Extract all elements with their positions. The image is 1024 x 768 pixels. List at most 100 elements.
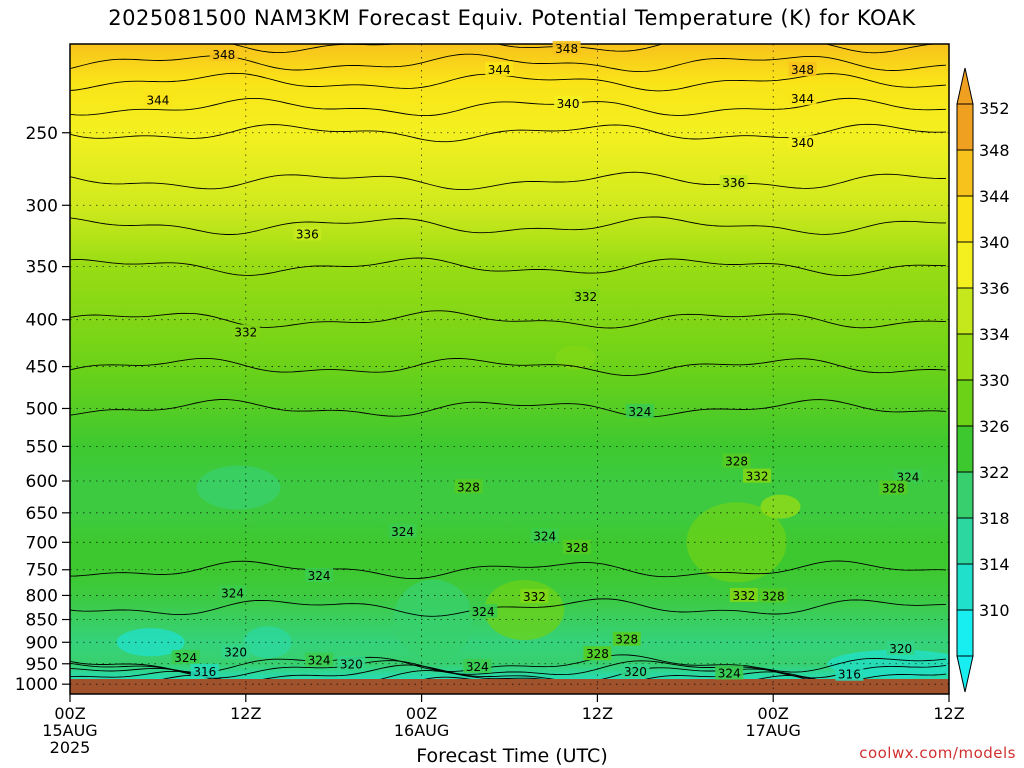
contour-label-text: 324 [472,605,495,619]
colorbar-label: 344 [979,187,1010,206]
anomaly-patch [760,494,801,519]
contour-label-text: 328 [565,541,588,555]
y-tick-label: 1000 [15,675,58,695]
contour-label-bg [835,666,864,681]
anomaly-patch [555,345,596,370]
contour-label: 336 [719,175,748,190]
x-tick-label: 00Z [406,704,437,723]
y-tick-label: 850 [26,611,58,631]
contour-label-bg [221,644,250,659]
contour-label-bg [583,646,612,661]
contour-label-bg [759,588,788,603]
contour-label-text: 344 [146,94,169,108]
colorbar-bottom-arrow [956,655,974,693]
colorbar-label: 336 [979,279,1010,298]
contour-label: 324 [218,585,247,600]
contour-label-text: 336 [296,227,319,241]
contour-label: 328 [612,631,641,647]
colorbar-swatch [956,379,974,427]
contour-label-bg [305,568,334,583]
contour-label-text: 344 [791,92,814,106]
colorbar-swatch [956,563,974,611]
contour-label-text: 320 [340,657,363,671]
contour-label-bg [621,663,650,678]
contour-line [70,257,947,277]
contour-label: 324 [625,403,654,419]
colorbar-swatch [956,195,974,243]
contour-label-text: 336 [722,176,745,190]
x-tick-date: 17AUG [745,721,800,740]
colorbar-swatch [956,471,974,519]
y-tick-label: 450 [26,358,58,378]
colorbar-label: 352 [979,99,1010,118]
contour-label-bg [520,588,549,603]
contour-label: 348 [788,62,817,77]
anomaly-patch [196,465,281,510]
contour-label: 344 [485,62,514,77]
contour-label: 344 [788,90,817,106]
contour-label: 320 [337,656,366,671]
contour-label-bg [388,523,417,538]
contour-label-text: 320 [224,645,247,659]
contour-label-bg [209,46,238,61]
contour-label-text: 320 [624,665,647,679]
colorbar-swatch [956,609,974,657]
contour-label-text: 332 [234,325,257,339]
contour-label-text: 324 [533,529,556,543]
contour-label-text: 324 [391,525,414,539]
contour-label: 324 [530,528,559,543]
y-tick-label: 350 [26,258,58,278]
contour-label-text: 328 [615,633,638,647]
y-tick-label: 300 [26,196,58,216]
colorbar-label: 334 [979,325,1010,344]
contour-label-text: 348 [555,42,578,56]
contour-label-text: 340 [557,97,580,111]
contour-label-text: 320 [889,642,912,656]
colorbar-swatch [956,425,974,473]
x-tick-date: 15AUG [42,721,97,740]
colorbar-label: 330 [979,371,1010,390]
anomaly-patch [393,579,474,660]
contour-label-text: 324 [308,654,331,668]
contour-label-bg [886,640,915,655]
contour-label-text: 340 [791,136,814,150]
x-tick-date: 16AUG [394,721,449,740]
contour-label-text: 324 [221,586,244,600]
plot-frame [69,43,950,695]
y-tick-label: 500 [26,399,58,419]
colorbar-label: 326 [979,417,1010,436]
y-tick-label: 400 [26,311,58,331]
colorbar-label: 322 [979,463,1010,482]
contour-label: 348 [552,40,581,56]
anomaly-patch [686,502,787,583]
contour-line [70,171,947,191]
contour-label: 320 [886,640,915,656]
contour-label-text: 328 [586,647,609,661]
contour-label-bg [469,604,498,619]
contour-label: 324 [715,665,744,680]
contour-label-bg [231,324,260,339]
contour-label: 328 [722,453,751,469]
credit-link[interactable]: coolwx.com/models [859,744,1016,762]
contour-line [70,310,947,329]
contour-label: 332 [743,468,772,484]
contour-label: 332 [520,588,549,604]
contour-label-bg [218,585,247,600]
chart-title: 2025081500 NAM3KM Forecast Equiv. Potent… [108,6,916,30]
anomaly-patches [116,345,949,678]
contour-label-text: 332 [574,290,597,304]
contour-label: 324 [469,604,498,619]
contour-label-text: 348 [212,48,235,62]
contour-label-bg [715,665,744,680]
x-tick-label: 00Z [54,704,85,723]
contour-label-text: 316 [838,668,861,682]
contour-label: 324 [388,523,417,539]
contour-label-bg [562,539,591,554]
contour-label-text: 344 [488,63,511,77]
contour-label-bg [612,631,641,646]
contour-label-text: 324 [308,569,331,583]
colorbar-top-arrow [956,67,974,105]
contour-label: 328 [879,480,908,496]
